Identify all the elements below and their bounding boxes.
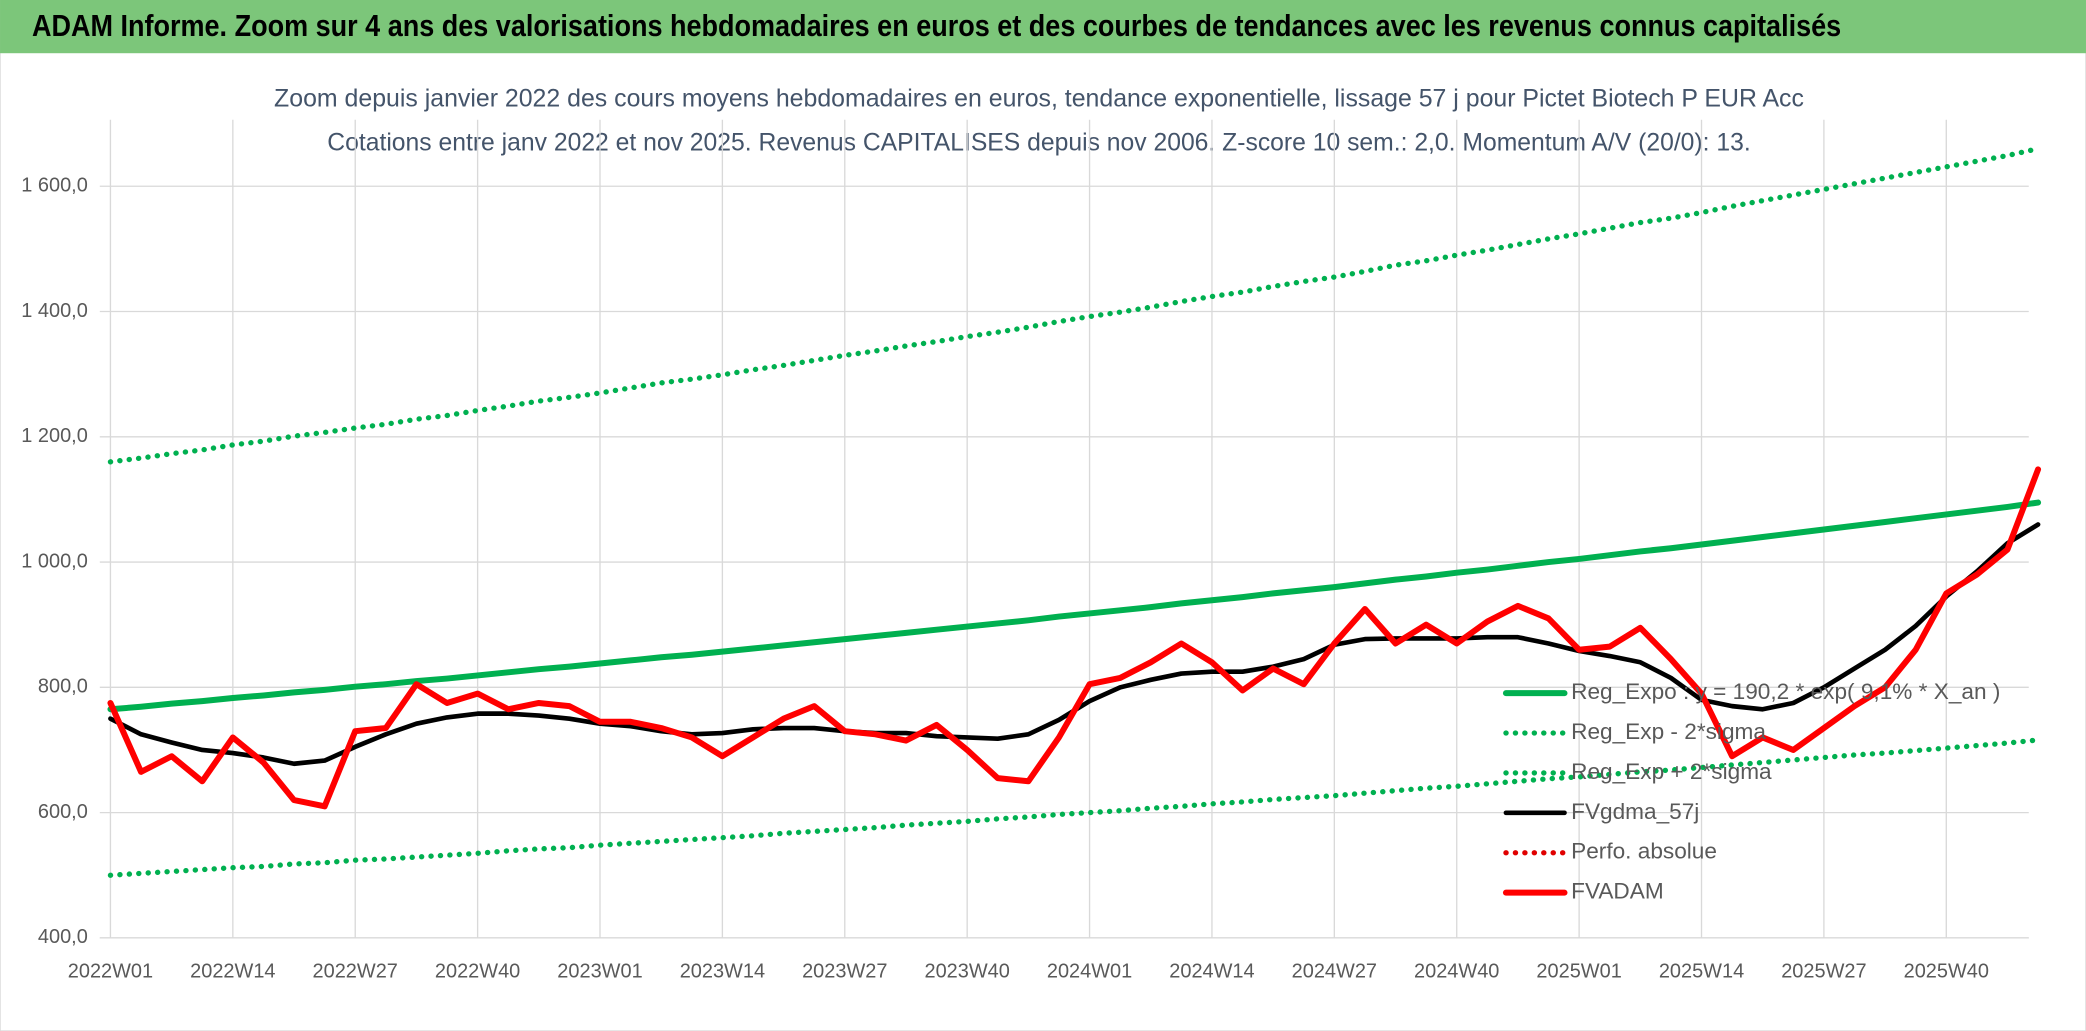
legend-label: FVADAM [1571, 879, 1664, 904]
x-tick-label: 2024W01 [1047, 961, 1132, 983]
x-tick-label: 2023W27 [802, 961, 887, 983]
x-tick-label: 2025W40 [1904, 961, 1989, 983]
y-tick-label: 1 000,0 [21, 550, 88, 572]
series-line [107, 146, 2041, 465]
series-line [107, 737, 2041, 878]
legend-label: Reg_Exp + 2*sigma [1571, 759, 1772, 784]
x-tick-label: 2024W40 [1414, 961, 1499, 983]
series-line [107, 499, 2042, 713]
legend-label: Perfo. absolue [1571, 839, 1717, 864]
y-tick-label: 1 600,0 [21, 175, 88, 197]
chart-subtitle: Cotations entre janv 2022 et nov 2025. R… [327, 128, 1750, 156]
x-tick-label: 2025W01 [1536, 961, 1621, 983]
y-tick-label: 400,0 [38, 926, 88, 948]
y-tick-label: 600,0 [38, 801, 88, 823]
x-tick-label: 2024W27 [1292, 961, 1377, 983]
x-tick-label: 2023W14 [680, 961, 765, 983]
header-band [0, 0, 2086, 54]
x-tick-label: 2023W40 [924, 961, 1009, 983]
series-line [107, 466, 2042, 810]
y-tick-label: 1 400,0 [21, 300, 88, 322]
x-tick-label: 2022W40 [435, 961, 520, 983]
header-title: ADAM Informe. Zoom sur 4 ans des valoris… [32, 9, 1841, 43]
y-tick-label: 1 200,0 [21, 425, 88, 447]
y-tick-label: 800,0 [38, 676, 88, 698]
x-tick-label: 2024W14 [1169, 961, 1254, 983]
chart-title: Zoom depuis janvier 2022 des cours moyen… [274, 84, 1804, 112]
x-tick-label: 2022W14 [190, 961, 275, 983]
legend-label: Reg_Exp - 2*sigma [1571, 719, 1766, 744]
legend-label: FVgdma_57j [1571, 799, 1699, 824]
x-tick-label: 2022W27 [313, 961, 398, 983]
x-tick-label: 2025W14 [1659, 961, 1744, 983]
x-tick-label: 2025W27 [1781, 961, 1866, 983]
legend-label: Reg_Expo : y = 190,2 * exp( 9,1% * X_an … [1571, 679, 2000, 704]
x-tick-label: 2023W01 [557, 961, 642, 983]
x-tick-label: 2022W01 [68, 961, 153, 983]
